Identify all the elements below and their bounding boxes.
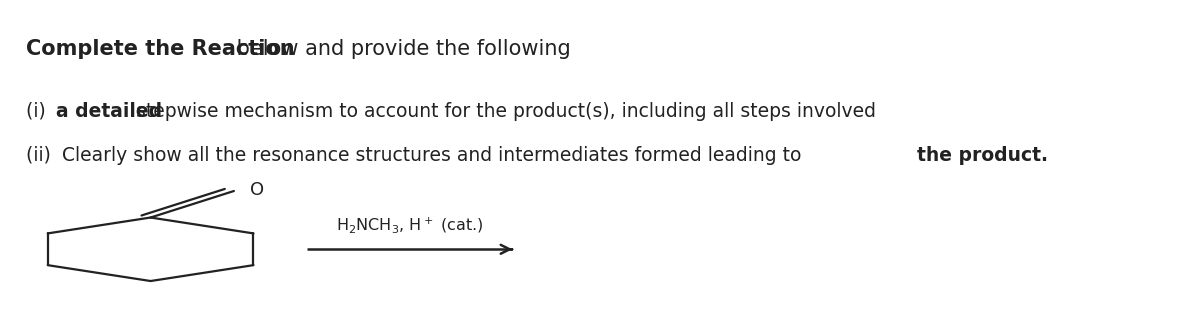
Text: the product.: the product.: [917, 146, 1048, 165]
Text: a detailed: a detailed: [56, 102, 162, 121]
Text: stepwise mechanism to account for the product(s), including all steps involved: stepwise mechanism to account for the pr…: [136, 102, 876, 121]
Text: Complete the Reaction: Complete the Reaction: [26, 39, 295, 59]
Text: O: O: [250, 180, 264, 198]
Text: (ii): (ii): [26, 146, 58, 165]
Text: Clearly show all the resonance structures and intermediates formed leading to: Clearly show all the resonance structure…: [62, 146, 808, 165]
Text: H$_2$NCH$_3$, H$^+$ (cat.): H$_2$NCH$_3$, H$^+$ (cat.): [336, 215, 484, 235]
Text: (i): (i): [26, 102, 52, 121]
Text: below and provide the following: below and provide the following: [230, 39, 571, 59]
